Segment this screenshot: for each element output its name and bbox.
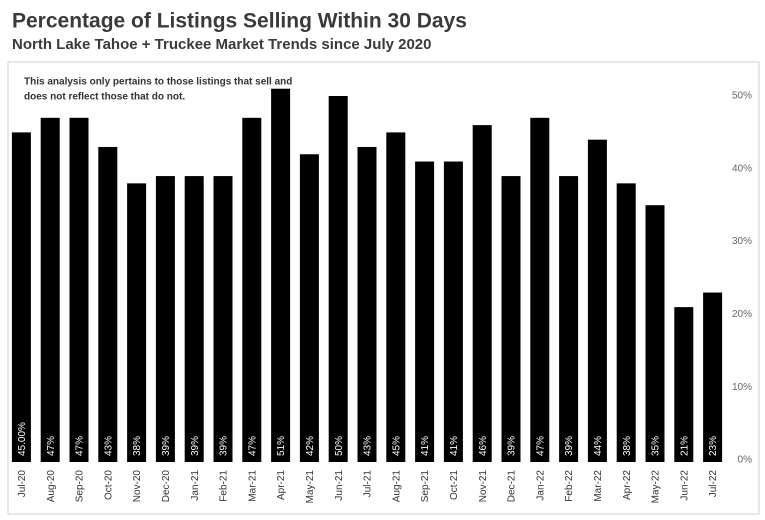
x-tick-label: May-22 — [651, 470, 662, 504]
chart-title: Percentage of Listings Selling Within 30… — [12, 10, 467, 33]
x-tick-label: Mar-22 — [593, 470, 604, 502]
bar — [645, 205, 665, 462]
x-tick-label: Nov-20 — [132, 470, 143, 503]
data-label: 45.00% — [17, 422, 28, 456]
x-tick-label: Mar-21 — [247, 470, 258, 502]
x-tick-label: Sep-20 — [75, 470, 86, 503]
y-tick-label: 30% — [732, 236, 752, 247]
x-tick-label: May-21 — [305, 470, 316, 504]
x-tick-label: Jun-21 — [334, 470, 345, 501]
data-label: 43% — [103, 436, 114, 456]
data-label: 47% — [535, 436, 546, 456]
y-tick-label: 40% — [732, 163, 752, 174]
y-tick-label: 20% — [732, 309, 752, 320]
data-label: 38% — [132, 436, 143, 456]
y-tick-label: 10% — [732, 382, 752, 393]
data-label: 47% — [247, 436, 258, 456]
bar — [271, 88, 291, 462]
x-tick-label: Jan-21 — [190, 470, 201, 501]
x-tick-label: Apr-22 — [622, 470, 633, 500]
annotation: does not reflect those that do not. — [24, 92, 185, 103]
data-label: 38% — [622, 436, 633, 456]
bar — [127, 183, 147, 463]
chart-subtitle: North Lake Tahoe + Truckee Market Trends… — [12, 36, 432, 53]
x-tick-label: Sep-21 — [420, 470, 431, 503]
x-tick-label: Aug-21 — [391, 470, 402, 503]
data-label: 21% — [679, 436, 690, 456]
data-label: 41% — [449, 436, 460, 456]
bar — [299, 154, 319, 463]
data-label: 50% — [334, 436, 345, 456]
x-tick-label: Jun-22 — [679, 470, 690, 501]
x-tick-label: Dec-21 — [507, 470, 518, 503]
data-label: 35% — [651, 436, 662, 456]
data-label: 39% — [190, 436, 201, 456]
bar — [415, 161, 435, 462]
data-label: 39% — [161, 436, 172, 456]
x-tick-label: Nov-21 — [478, 470, 489, 503]
x-tick-label: Jul-21 — [363, 470, 374, 498]
data-label: 39% — [219, 436, 230, 456]
data-label: 46% — [478, 436, 489, 456]
bar — [530, 117, 550, 462]
bar — [40, 117, 60, 462]
data-label: 42% — [305, 436, 316, 456]
bar — [328, 96, 348, 462]
x-tick-label: Apr-21 — [276, 470, 287, 500]
bar — [69, 117, 89, 462]
bar — [357, 146, 377, 462]
bar — [559, 176, 579, 462]
data-label: 39% — [564, 436, 575, 456]
bar — [443, 161, 463, 462]
data-label: 23% — [708, 436, 719, 456]
bar — [98, 146, 118, 462]
bar — [472, 125, 492, 463]
data-label: 43% — [363, 436, 374, 456]
data-label: 47% — [46, 436, 57, 456]
bar — [213, 176, 233, 462]
data-label: 45% — [391, 436, 402, 456]
bar — [184, 176, 204, 462]
y-tick-label: 0% — [738, 455, 753, 466]
y-tick-label: 50% — [732, 91, 752, 102]
x-tick-label: Feb-22 — [564, 470, 575, 502]
bar — [155, 176, 175, 462]
bar — [703, 292, 723, 462]
data-label: 44% — [593, 436, 604, 456]
data-label: 39% — [507, 436, 518, 456]
bar — [11, 132, 31, 462]
bar — [501, 176, 521, 462]
x-tick-label: Dec-20 — [161, 470, 172, 503]
chart-frame — [7, 61, 760, 515]
x-tick-label: Jan-22 — [535, 470, 546, 501]
data-label: 47% — [75, 436, 86, 456]
data-label: 51% — [276, 436, 287, 456]
annotation: This analysis only pertains to those lis… — [24, 77, 292, 88]
x-tick-label: Oct-21 — [449, 470, 460, 500]
bar — [242, 117, 262, 462]
bar — [616, 183, 636, 463]
x-tick-label: Jul-22 — [708, 470, 719, 498]
data-label: 41% — [420, 436, 431, 456]
bar — [674, 307, 694, 462]
x-tick-label: Jul-20 — [17, 470, 28, 498]
x-tick-label: Oct-20 — [103, 470, 114, 500]
x-tick-label: Aug-20 — [46, 470, 57, 503]
x-tick-label: Feb-21 — [219, 470, 230, 502]
bar — [386, 132, 406, 462]
bar — [587, 139, 607, 462]
